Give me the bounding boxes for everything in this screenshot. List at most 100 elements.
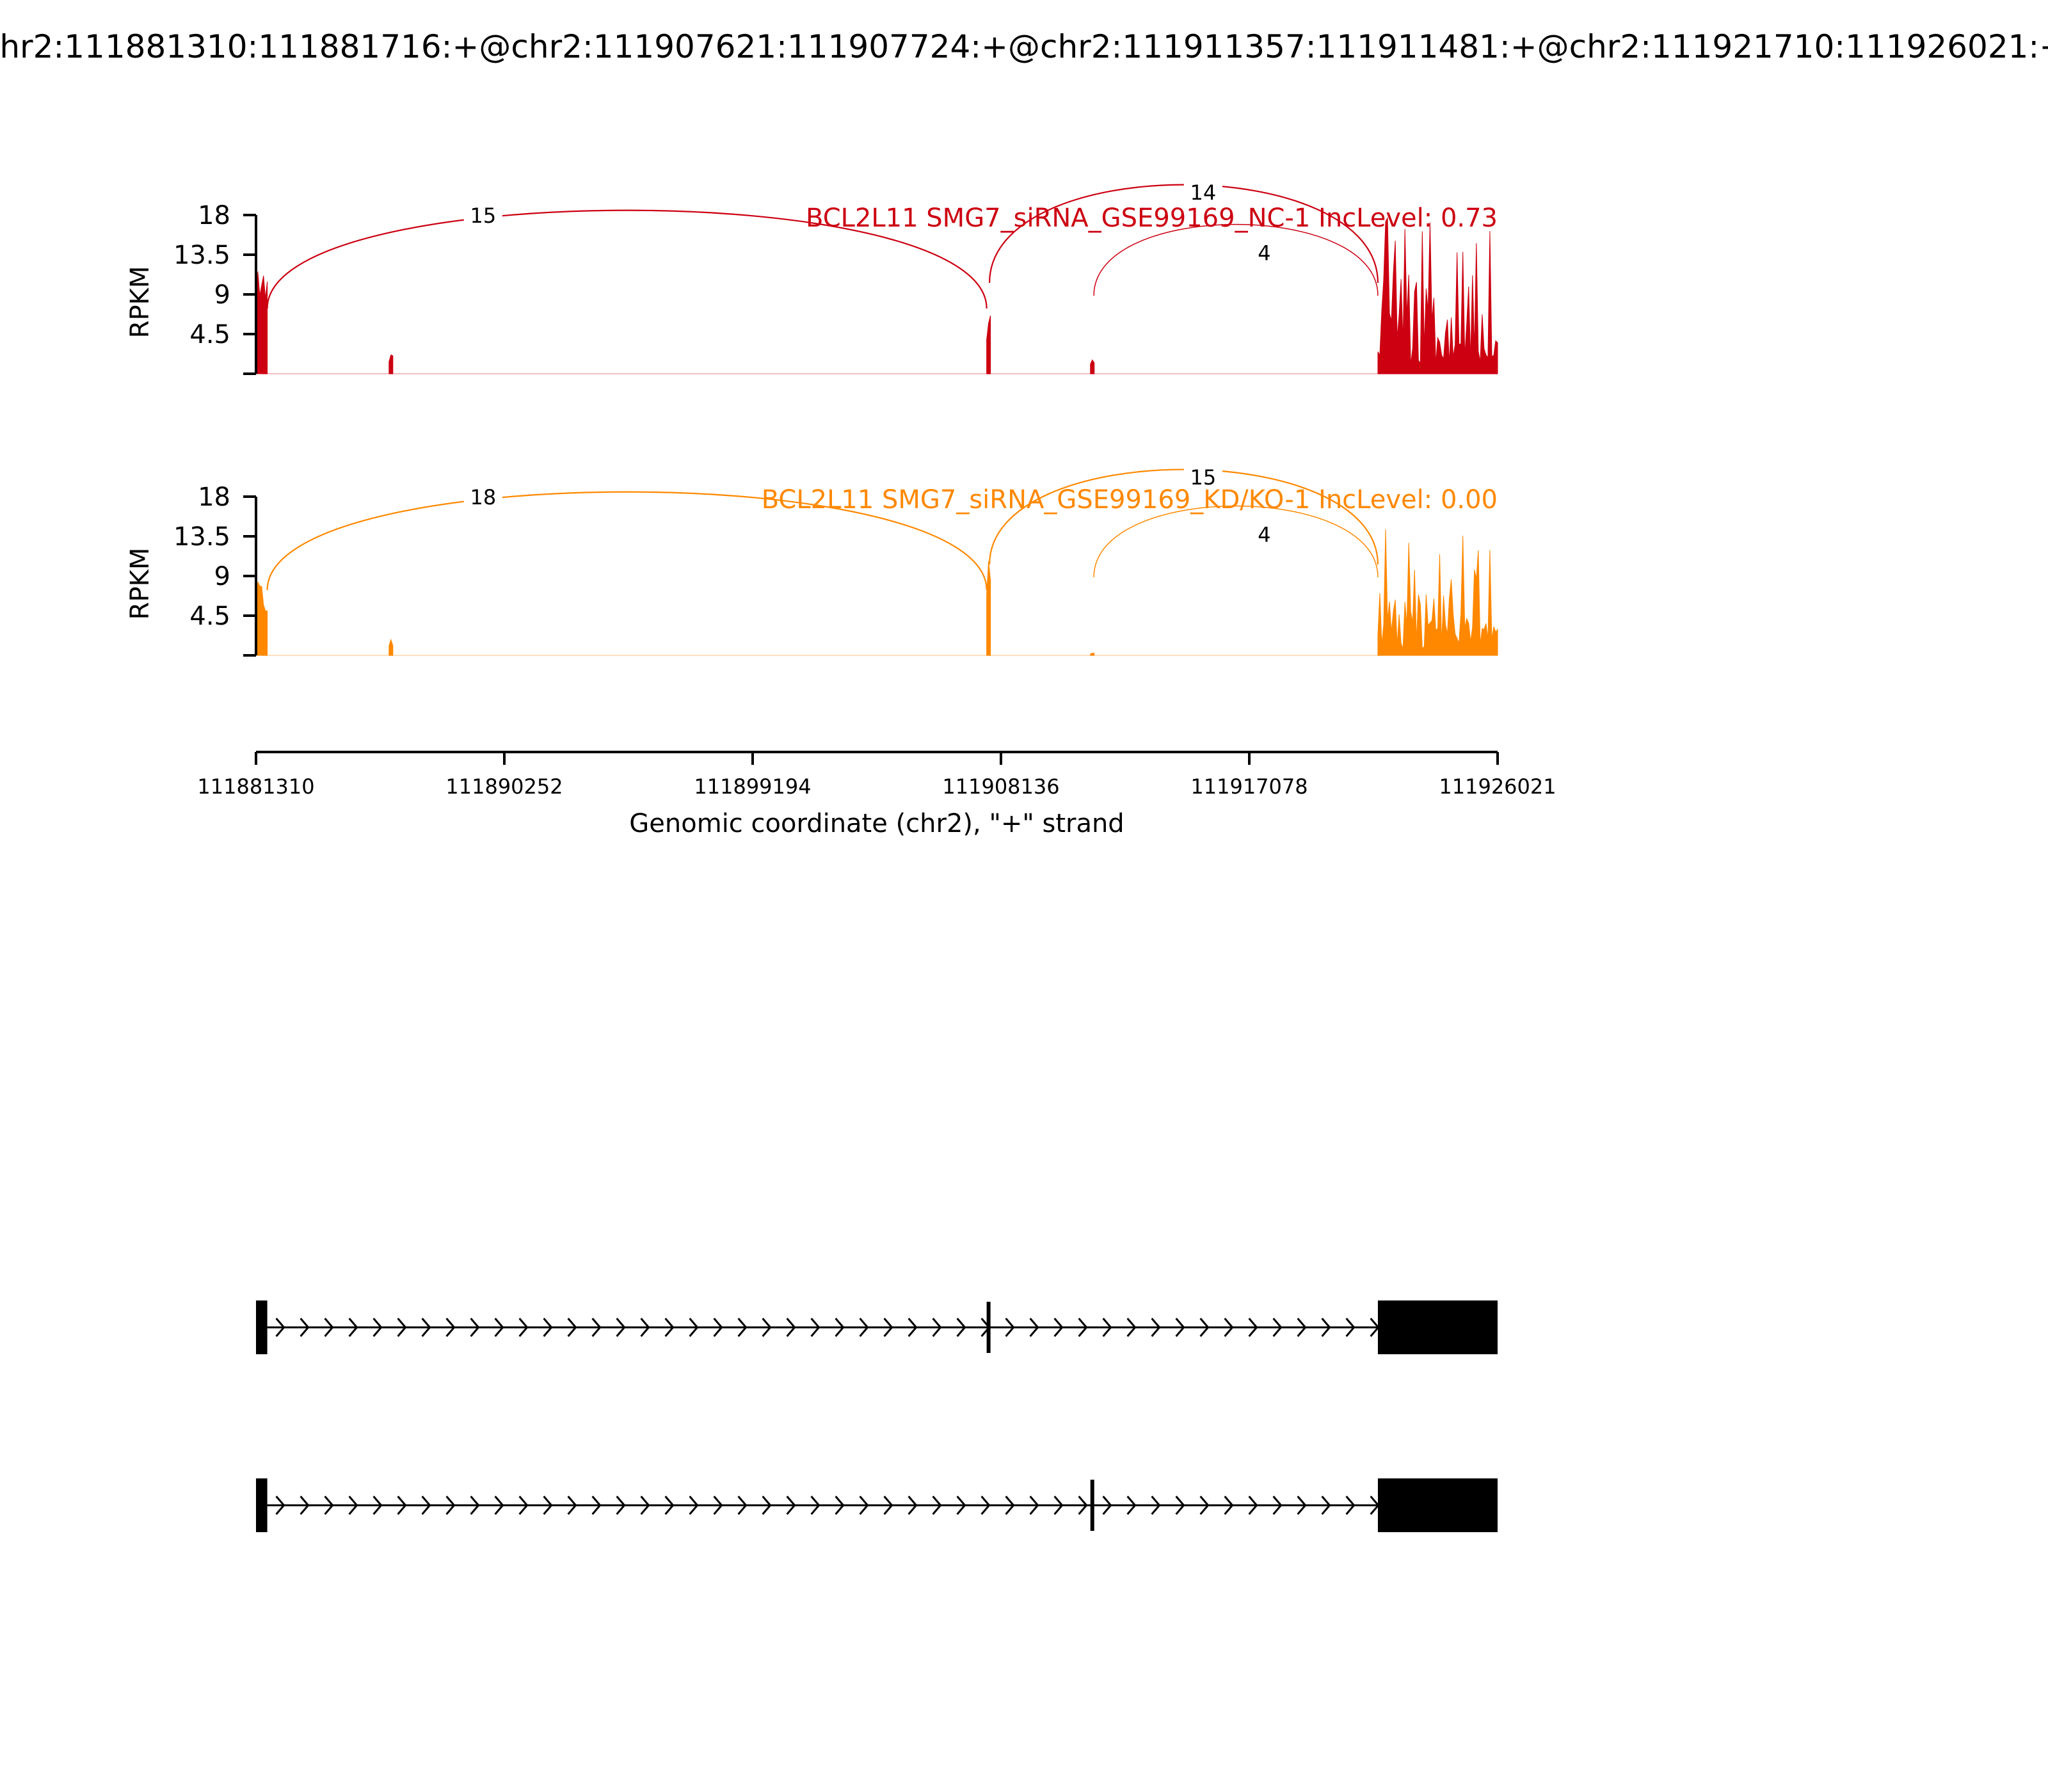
strand-arrow [348, 1496, 358, 1515]
strand-arrow [786, 1496, 796, 1515]
strand-arrow [372, 1318, 383, 1337]
strand-arrow [445, 1318, 456, 1337]
strand-arrow [372, 1496, 383, 1515]
strand-arrow [300, 1496, 310, 1515]
strand-arrow [275, 1318, 285, 1337]
strand-arrow [835, 1496, 845, 1515]
track-nc-title: BCL2L11 SMG7_siRNA_GSE99169_NC-1 IncLeve… [806, 204, 1498, 233]
track-kd-coverage-block [388, 638, 394, 656]
strand-arrow [835, 1318, 845, 1337]
strand-arrow [567, 1496, 577, 1515]
track-kd-ylabel: RPKM [125, 548, 155, 620]
track-kd-yaxis: 18 13.5 9 4.5 [173, 483, 257, 657]
x-tick-label: 111890252 [445, 774, 563, 799]
strand-arrow [932, 1318, 942, 1337]
track-nc-junction-label-bg [1183, 178, 1222, 204]
strand-arrow [1151, 1496, 1161, 1515]
strand-arrow [810, 1496, 820, 1515]
strand-arrow [1345, 1496, 1356, 1515]
strand-arrow [300, 1318, 310, 1337]
transcript-exon [986, 1302, 991, 1353]
x-tick-label: 111881310 [197, 774, 314, 799]
track-kd-ytick-label: 4.5 [189, 602, 230, 631]
track-nc-junction-label-bg [1245, 238, 1284, 264]
strand-arrow [1175, 1318, 1185, 1337]
strand-arrow [1297, 1496, 1307, 1515]
strand-arrow [397, 1318, 407, 1337]
strand-arrow [1321, 1496, 1331, 1515]
track-nc-junction-count: 4 [1258, 241, 1270, 265]
strand-arrow [1248, 1318, 1258, 1337]
strand-arrow [664, 1496, 675, 1515]
strand-arrow [713, 1496, 723, 1515]
strand-arrow [1272, 1318, 1283, 1337]
track-nc-junction-arc [266, 209, 988, 309]
track-kd-junction-arc [989, 468, 1379, 565]
x-tick-label: 111908136 [942, 774, 1059, 799]
track-nc-junction-count: 15 [470, 204, 496, 228]
strand-arrow [324, 1318, 334, 1337]
strand-arrow [689, 1496, 699, 1515]
track-nc-junction-label-bg [463, 201, 502, 227]
track-kd-ytick-label: 9 [214, 562, 230, 591]
strand-arrow [689, 1318, 699, 1337]
strand-arrow [567, 1318, 577, 1337]
strand-arrow [1126, 1318, 1137, 1337]
strand-arrow [494, 1496, 504, 1515]
track-nc-ytick-label: 18 [198, 201, 230, 230]
strand-arrow [786, 1318, 796, 1337]
track-kd-coverage-block [1377, 529, 1498, 656]
track-kd-junction-count: 4 [1258, 522, 1270, 547]
strand-arrow [1102, 1318, 1112, 1337]
strand-arrow [859, 1318, 869, 1337]
strand-arrow [1248, 1496, 1258, 1515]
transcript-exon [256, 1478, 268, 1532]
track-nc-ytick-label: 13.5 [173, 241, 230, 270]
strand-arrow [445, 1496, 456, 1515]
transcript-exon [256, 1300, 268, 1354]
strand-arrow [1175, 1496, 1185, 1515]
strand-arrow [1126, 1496, 1137, 1515]
track-kd-coverage [255, 529, 1498, 656]
figure-title: chr2:111881310:111881716:+@chr2:11190762… [0, 28, 2048, 65]
strand-arrow [810, 1318, 820, 1337]
strand-arrow [859, 1496, 869, 1515]
strand-arrow [470, 1318, 480, 1337]
strand-arrow [1005, 1496, 1015, 1515]
track-kd-junction-label-bg [463, 483, 502, 509]
strand-arrow [1053, 1318, 1064, 1337]
strand-arrow [348, 1318, 358, 1337]
track-nc-junction-count: 14 [1190, 180, 1217, 205]
strand-arrow [932, 1496, 942, 1515]
track-nc-coverage-block [1090, 359, 1095, 374]
strand-arrow [1078, 1318, 1088, 1337]
strand-arrow [543, 1318, 553, 1337]
track-kd-title: BCL2L11 SMG7_siRNA_GSE99169_KD/KO-1 IncL… [762, 485, 1498, 515]
track-nc-ytick-label: 4.5 [189, 320, 230, 349]
strand-arrow [883, 1496, 893, 1515]
strand-arrow [1078, 1496, 1088, 1515]
track-nc-coverage-block [1377, 216, 1498, 374]
transcript-models [256, 1300, 1498, 1532]
track-kd-ytick-label: 13.5 [173, 522, 230, 552]
strand-arrow [713, 1318, 723, 1337]
track-nc-ylabel: RPKM [125, 266, 155, 339]
track-kd-junction-arc [266, 491, 988, 591]
track-kd-coverage-block [255, 581, 268, 656]
strand-arrow [1224, 1496, 1234, 1515]
track-kd-junction-arc [1093, 505, 1379, 578]
strand-arrow [737, 1496, 748, 1515]
strand-arrow [543, 1496, 553, 1515]
track-kd-arcs: 18 15 4 [266, 463, 1379, 591]
transcript-exon [1377, 1300, 1498, 1354]
strand-arrow [421, 1496, 431, 1515]
strand-arrow [518, 1496, 529, 1515]
track-nc-ytick-label: 9 [214, 280, 230, 310]
strand-arrow [1053, 1496, 1064, 1515]
strand-arrow [275, 1496, 285, 1515]
strand-arrow [324, 1496, 334, 1515]
strand-arrow [980, 1496, 991, 1515]
strand-arrow [616, 1318, 626, 1337]
strand-arrow [956, 1318, 966, 1337]
x-tick-label: 111917078 [1190, 774, 1308, 799]
